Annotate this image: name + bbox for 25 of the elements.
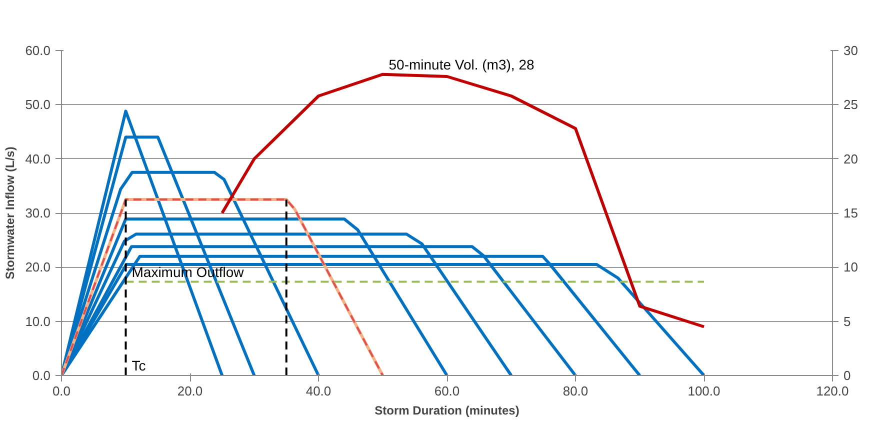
data-label: 50-minute Vol. (m3), 28 [388,56,534,72]
y-tick-label: 60.0 [25,43,51,58]
y-tick-label: 20.0 [25,260,51,275]
y2-tick-label: 10 [844,260,858,275]
x-tick-label: 20.0 [177,384,203,398]
x-tick-label: 60.0 [434,384,460,398]
x-tick-label: 0.0 [52,384,71,398]
y-tick-label: 30.0 [25,206,51,220]
y2-tick-label: 20 [844,151,858,166]
x-tick-label: 120.0 [816,384,849,398]
x-tick-label: 100.0 [688,384,720,398]
y-axis-title: Stormwater Inflow (L/s) [3,146,18,280]
x-tick-label: 40.0 [306,384,332,398]
y2-tick-label: 25 [844,97,858,112]
y2-tick-label: 30 [844,43,858,58]
x-tick-label: 80.0 [562,384,588,398]
y2-tick-label: 5 [844,314,851,329]
data-label: Tc [132,358,146,374]
y-tick-label: 0.0 [32,368,51,383]
y2-tick-label: 0 [844,368,851,383]
y2-tick-label: 15 [844,206,858,220]
y-tick-label: 50.0 [25,97,51,112]
y-tick-label: 40.0 [25,151,51,166]
y-tick-label: 10.0 [25,314,51,329]
x-axis-title: Storm Duration (minutes) [374,404,520,418]
